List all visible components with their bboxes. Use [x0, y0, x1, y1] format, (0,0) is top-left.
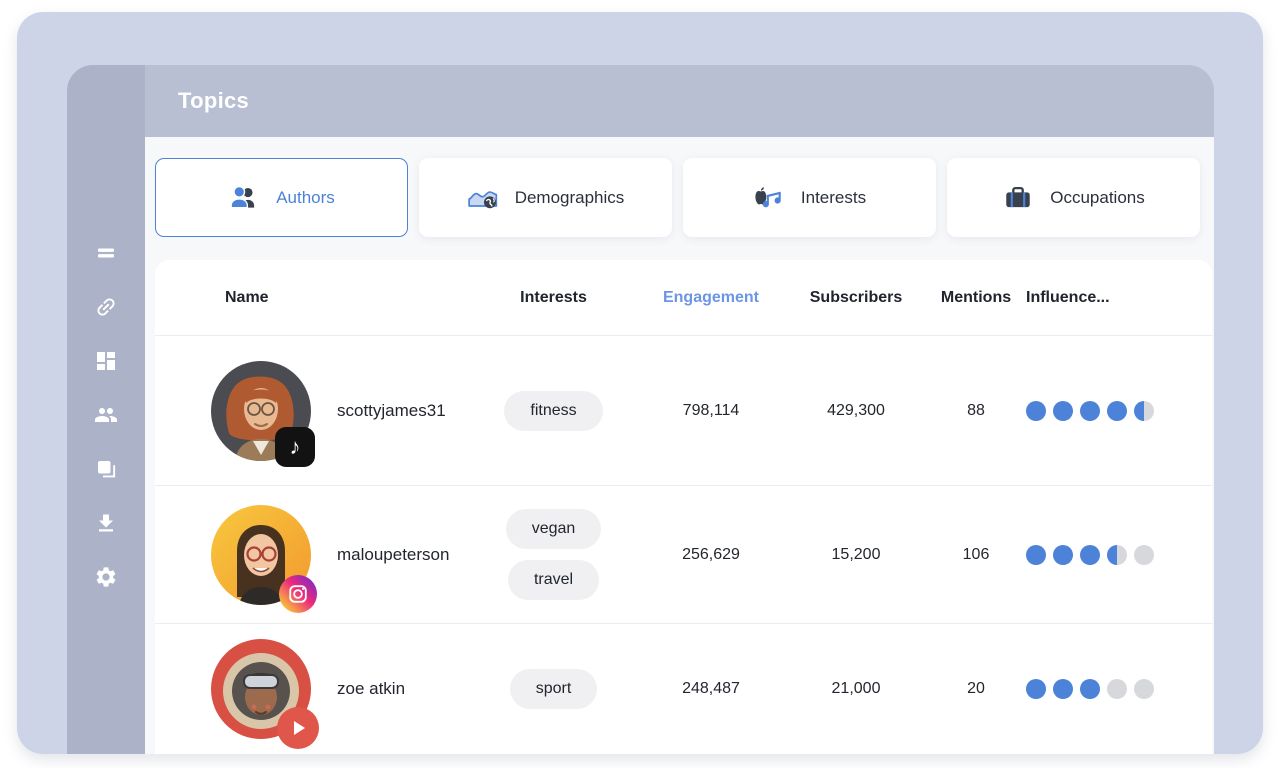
- mentions-value: 106: [926, 546, 1026, 564]
- page-title: Topics: [178, 88, 249, 114]
- dashboard-icon[interactable]: [94, 348, 119, 373]
- mentions-value: 88: [926, 402, 1026, 420]
- sidebar: [67, 65, 145, 754]
- interest-tags: vegan travel: [471, 509, 636, 600]
- avatar: [211, 505, 311, 605]
- influence-dot: [1107, 679, 1127, 699]
- influence-dot: [1026, 679, 1046, 699]
- column-header-name[interactable]: Name: [211, 289, 471, 307]
- influence-rating: [1026, 679, 1182, 699]
- influence-dot: [1053, 545, 1073, 565]
- subscribers-value: 429,300: [786, 402, 926, 420]
- tab-interests[interactable]: Interests: [683, 158, 936, 237]
- interests-icon: [753, 184, 785, 211]
- instagram-icon: [279, 575, 317, 613]
- occupations-icon: [1002, 184, 1034, 211]
- author-name[interactable]: scottyjames31: [337, 401, 446, 421]
- subscribers-value: 15,200: [786, 546, 926, 564]
- table-row[interactable]: ♪ scottyjames31 fitness 798,114 429,300 …: [155, 336, 1212, 486]
- interest-tags: fitness: [471, 391, 636, 431]
- interest-tags: sport: [471, 669, 636, 709]
- mentions-value: 20: [926, 680, 1026, 698]
- youtube-icon: [277, 707, 319, 749]
- layers-icon[interactable]: [94, 456, 119, 481]
- table-header-row: Name Interests Engagement Subscribers Me…: [155, 260, 1212, 336]
- author-cell: maloupeterson: [211, 505, 471, 605]
- tab-authors-label: Authors: [276, 188, 335, 208]
- interest-tag[interactable]: vegan: [506, 509, 602, 549]
- avatar: ♪: [211, 361, 311, 461]
- influence-dot: [1080, 401, 1100, 421]
- engagement-value: 798,114: [636, 402, 786, 420]
- tab-occupations-label: Occupations: [1050, 188, 1145, 208]
- column-header-influence[interactable]: Influence...: [1026, 289, 1182, 307]
- influence-dot: [1026, 401, 1046, 421]
- interest-tag[interactable]: sport: [510, 669, 598, 709]
- main-content: Authors Demographics: [145, 137, 1214, 754]
- interest-tag[interactable]: travel: [508, 560, 599, 600]
- engagement-value: 256,629: [636, 546, 786, 564]
- app-window: Topics Authors: [67, 65, 1214, 754]
- subscribers-value: 21,000: [786, 680, 926, 698]
- influence-dot: [1134, 545, 1154, 565]
- influence-dot: [1107, 545, 1127, 565]
- tiktok-note-glyph: ♪: [290, 434, 301, 460]
- authors-table-card: Name Interests Engagement Subscribers Me…: [155, 260, 1212, 754]
- author-cell: ♪ scottyjames31: [211, 361, 471, 461]
- tab-demographics-label: Demographics: [515, 188, 625, 208]
- tab-occupations[interactable]: Occupations: [947, 158, 1200, 237]
- column-header-interests[interactable]: Interests: [471, 289, 636, 307]
- avatar: [211, 639, 311, 739]
- tab-bar: Authors Demographics: [155, 158, 1200, 237]
- influence-dot: [1107, 401, 1127, 421]
- authors-icon: [228, 184, 260, 211]
- column-header-engagement[interactable]: Engagement: [636, 289, 786, 307]
- table-row[interactable]: maloupeterson vegan travel 256,629 15,20…: [155, 486, 1212, 624]
- tab-interests-label: Interests: [801, 188, 866, 208]
- header-bar: Topics: [145, 65, 1214, 137]
- column-header-mentions[interactable]: Mentions: [926, 289, 1026, 307]
- author-name[interactable]: zoe atkin: [337, 679, 405, 699]
- table-row[interactable]: zoe atkin sport 248,487 21,000 20: [155, 624, 1212, 754]
- influence-rating: [1026, 545, 1182, 565]
- tab-authors[interactable]: Authors: [155, 158, 408, 237]
- author-cell: zoe atkin: [211, 639, 471, 739]
- engagement-value: 248,487: [636, 680, 786, 698]
- influence-rating: [1026, 401, 1182, 421]
- settings-icon[interactable]: [94, 564, 119, 589]
- influence-dot: [1053, 679, 1073, 699]
- influence-dot: [1080, 679, 1100, 699]
- influence-dot: [1134, 679, 1154, 699]
- menu-icon[interactable]: [94, 240, 119, 265]
- influence-dot: [1080, 545, 1100, 565]
- app-frame: Topics Authors: [17, 12, 1263, 754]
- influence-dot: [1026, 545, 1046, 565]
- people-icon[interactable]: [94, 402, 119, 427]
- tab-demographics[interactable]: Demographics: [419, 158, 672, 237]
- play-icon: [294, 721, 305, 735]
- link-icon[interactable]: [94, 294, 119, 319]
- tiktok-icon: ♪: [275, 427, 315, 467]
- interest-tag[interactable]: fitness: [504, 391, 602, 431]
- influence-dot: [1053, 401, 1073, 421]
- column-header-subscribers[interactable]: Subscribers: [786, 289, 926, 307]
- download-icon[interactable]: [94, 510, 119, 535]
- author-name[interactable]: maloupeterson: [337, 545, 449, 565]
- influence-dot: [1134, 401, 1154, 421]
- demographics-icon: [467, 184, 499, 211]
